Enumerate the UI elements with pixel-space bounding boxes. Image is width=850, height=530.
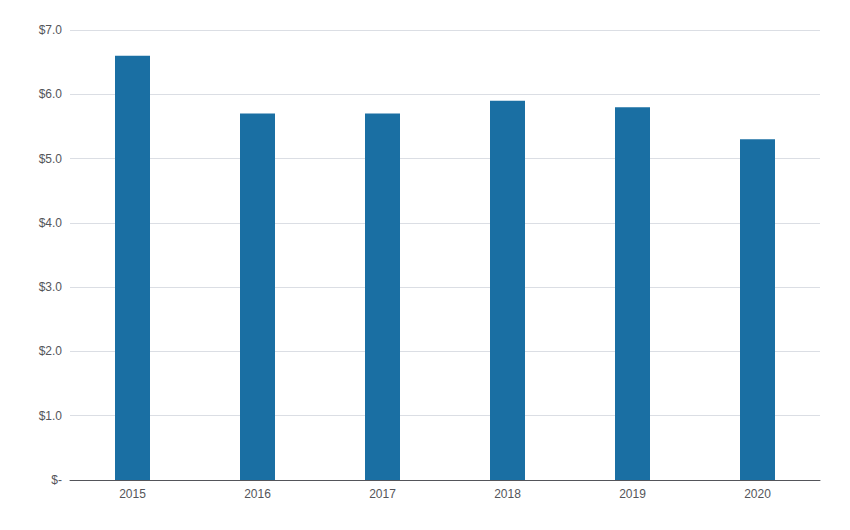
svg-text:2015: 2015 bbox=[119, 487, 146, 501]
svg-text:$7.0: $7.0 bbox=[39, 23, 63, 37]
svg-text:2020: 2020 bbox=[744, 487, 771, 501]
svg-text:$2.0: $2.0 bbox=[39, 344, 63, 358]
svg-text:$5.0: $5.0 bbox=[39, 152, 63, 166]
svg-text:$4.0: $4.0 bbox=[39, 216, 63, 230]
svg-text:$-: $- bbox=[51, 473, 62, 487]
svg-text:2019: 2019 bbox=[619, 487, 646, 501]
svg-text:2018: 2018 bbox=[494, 487, 521, 501]
svg-text:2016: 2016 bbox=[244, 487, 271, 501]
svg-text:2017: 2017 bbox=[369, 487, 396, 501]
svg-text:$6.0: $6.0 bbox=[39, 87, 63, 101]
svg-text:$3.0: $3.0 bbox=[39, 280, 63, 294]
svg-text:$1.0: $1.0 bbox=[39, 409, 63, 423]
